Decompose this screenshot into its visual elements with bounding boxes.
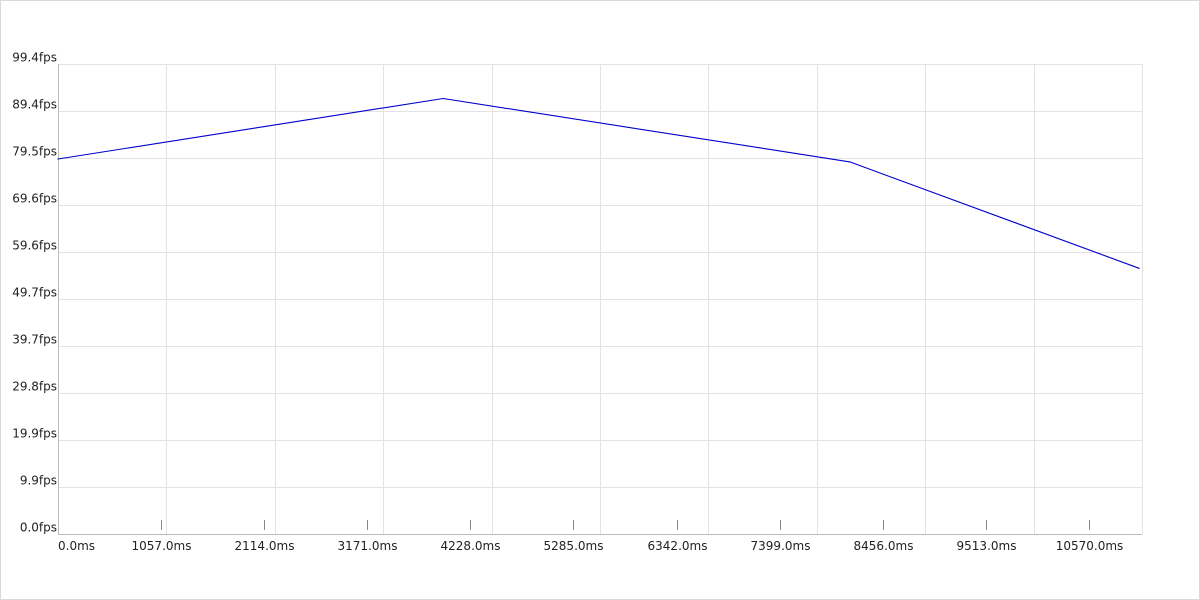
y-tick-label: 19.9fps [12, 427, 57, 441]
y-tick-label: 69.6fps [12, 192, 57, 206]
y-tick-label: 0.0fps [20, 521, 57, 535]
grid-layer [58, 64, 1143, 535]
x-tick-label: 8456.0ms [854, 539, 914, 553]
fps-data-point [849, 161, 851, 163]
x-tick-label: 5285.0ms [544, 539, 604, 553]
x-tick-label: 2114.0ms [235, 539, 295, 553]
fps-data-point [442, 97, 444, 100]
series-layer [57, 97, 1140, 269]
x-tick-label: 0.0ms [58, 539, 95, 553]
y-tick-label: 79.5fps [12, 145, 57, 159]
y-tick-label: 89.4fps [12, 98, 57, 112]
fps-data-point [1138, 267, 1140, 269]
axis-layer [58, 64, 1142, 535]
x-tick-label: 1057.0ms [132, 539, 192, 553]
y-tick-label: 29.8fps [12, 380, 57, 394]
x-tick-label: 4228.0ms [441, 539, 501, 553]
y-tick-label: 9.9fps [20, 474, 57, 488]
x-tick-label: 3171.0ms [338, 539, 398, 553]
fps-series-line [57, 97, 1140, 269]
y-tick-label: 59.6fps [12, 239, 57, 253]
tick-label-layer: 0.0fps 9.9fps 19.9fps 29.8fps 39.7fps 49.7fps… [12, 51, 1123, 554]
x-tick-label: 10570.0ms [1056, 539, 1124, 553]
y-tick-label: 49.7fps [12, 286, 57, 300]
fps-data-point [57, 158, 59, 160]
y-tick-label: 99.4fps [12, 51, 57, 65]
x-tick-label: 7399.0ms [751, 539, 811, 553]
y-tick-label: 39.7fps [12, 333, 57, 347]
x-tick-label: 9513.0ms [957, 539, 1017, 553]
x-tick-label: 6342.0ms [648, 539, 708, 553]
